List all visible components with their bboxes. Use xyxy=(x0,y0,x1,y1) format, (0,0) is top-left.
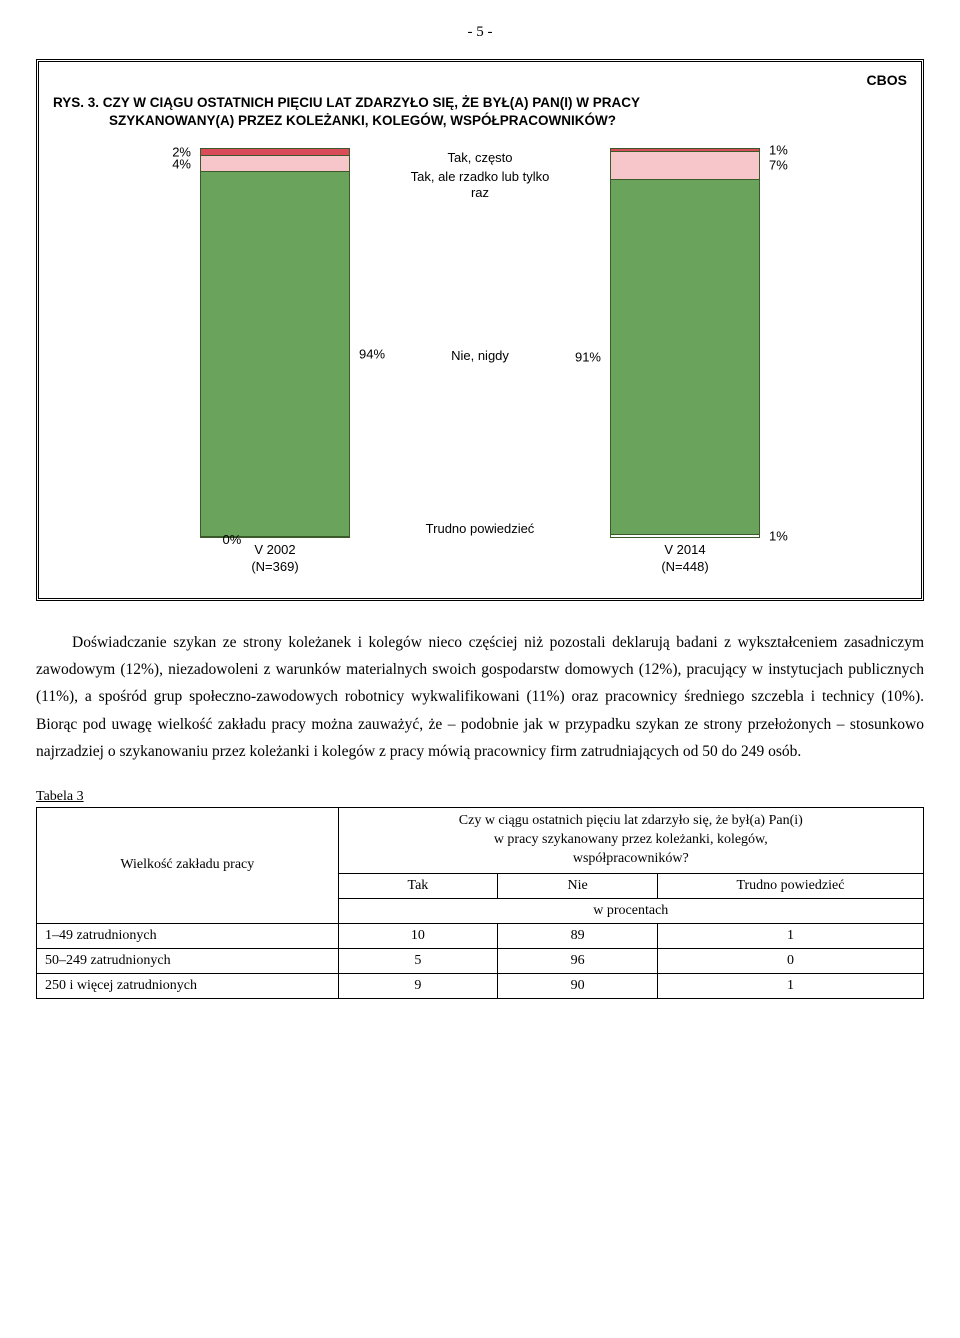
bar-segment: 4% xyxy=(200,156,350,172)
table-question-l3: współpracowników? xyxy=(573,851,689,866)
legend-often: Tak, często xyxy=(410,150,550,165)
chart-body: 2%4%94%0%V 2002(N=369)Tak, częstoTak, al… xyxy=(53,144,907,584)
table-row: 50–249 zatrudnionych5960 xyxy=(37,948,924,973)
bar-column: 2%4%94% 0%V 2002(N=369) xyxy=(200,148,350,576)
page-number: - 5 - xyxy=(36,24,924,41)
table-row: 250 i więcej zatrudnionych9901 xyxy=(37,973,924,998)
legend-dk: Trudno powiedzieć xyxy=(410,510,550,538)
table-cell: 5 xyxy=(338,948,498,973)
table-cell: 0 xyxy=(657,948,923,973)
table-cell: 1 xyxy=(657,973,923,998)
bar-segment-label: 94% xyxy=(349,347,385,362)
cbos-label: CBOS xyxy=(53,72,907,88)
bar-segment-label: 7% xyxy=(759,158,788,173)
table-cell: 9 xyxy=(338,973,498,998)
data-table: Wielkość zakładu pracy Czy w ciągu ostat… xyxy=(36,807,924,999)
legend-never: Nie, nigdy xyxy=(410,201,550,511)
bar-segment: 2% xyxy=(200,148,350,156)
stacked-bar: 1%7%91%1% xyxy=(610,148,760,538)
legend-spacer xyxy=(478,542,482,576)
chart-container: CBOS RYS. 3. CZY W CIĄGU OSTATNICH PIĘCI… xyxy=(36,59,924,601)
table-cell: 90 xyxy=(498,973,658,998)
chart-title: RYS. 3. CZY W CIĄGU OSTATNICH PIĘCIU LAT… xyxy=(53,94,907,130)
table-question: Czy w ciągu ostatnich pięciu lat zdarzył… xyxy=(338,807,923,873)
legend-column: Tak, często Tak, ale rzadko lub tylko raz… xyxy=(410,148,550,576)
table-col-nie: Nie xyxy=(498,873,658,898)
table-col-tak: Tak xyxy=(338,873,498,898)
table-caption: Tabela 3 xyxy=(36,789,924,805)
bar-segment-label: 1% xyxy=(759,528,788,543)
table-cell: 1 xyxy=(657,923,923,948)
body-paragraph: Doświadczanie szykan ze strony koleżanek… xyxy=(36,629,924,765)
bar-segment-label: 91% xyxy=(575,349,611,364)
table-row-label: 250 i więcej zatrudnionych xyxy=(37,973,339,998)
bar-under-label: V 2014(N=448) xyxy=(661,542,708,576)
bar-segment: 7% xyxy=(610,152,760,179)
table-row-label: 1–49 zatrudnionych xyxy=(37,923,339,948)
bar-segment: 94% xyxy=(200,172,350,538)
table-question-l2: w pracy szykanowany przez koleżanki, kol… xyxy=(494,832,768,847)
table-cell: 96 xyxy=(498,948,658,973)
bar-column: 1%7%91%1%V 2014(N=448) xyxy=(610,148,760,576)
chart-title-line1: RYS. 3. CZY W CIĄGU OSTATNICH PIĘCIU LAT… xyxy=(53,95,640,110)
bar-segment: 91% xyxy=(610,180,760,535)
stacked-bar: 2%4%94% xyxy=(200,148,350,538)
table-question-l1: Czy w ciągu ostatnich pięciu lat zdarzył… xyxy=(459,813,803,828)
table-rowheader: Wielkość zakładu pracy xyxy=(37,807,339,923)
table-cell: 89 xyxy=(498,923,658,948)
chart-title-line2: SZYKANOWANY(A) PRZEZ KOLEŻANKI, KOLEGÓW,… xyxy=(53,113,616,128)
bar-under-label: 0%V 2002(N=369) xyxy=(251,542,298,576)
legend-rarely: Tak, ale rzadko lub tylko raz xyxy=(410,169,550,200)
table-col-trudno: Trudno powiedzieć xyxy=(657,873,923,898)
table-unit: w procentach xyxy=(338,898,923,923)
body-paragraph-text: Doświadczanie szykan ze strony koleżanek… xyxy=(36,634,924,760)
table-cell: 10 xyxy=(338,923,498,948)
table-row: 1–49 zatrudnionych10891 xyxy=(37,923,924,948)
table-row-label: 50–249 zatrudnionych xyxy=(37,948,339,973)
bar-segment: 1% xyxy=(610,535,760,539)
bar-segment-label: 1% xyxy=(759,143,788,158)
bar-segment-label: 4% xyxy=(172,156,201,171)
